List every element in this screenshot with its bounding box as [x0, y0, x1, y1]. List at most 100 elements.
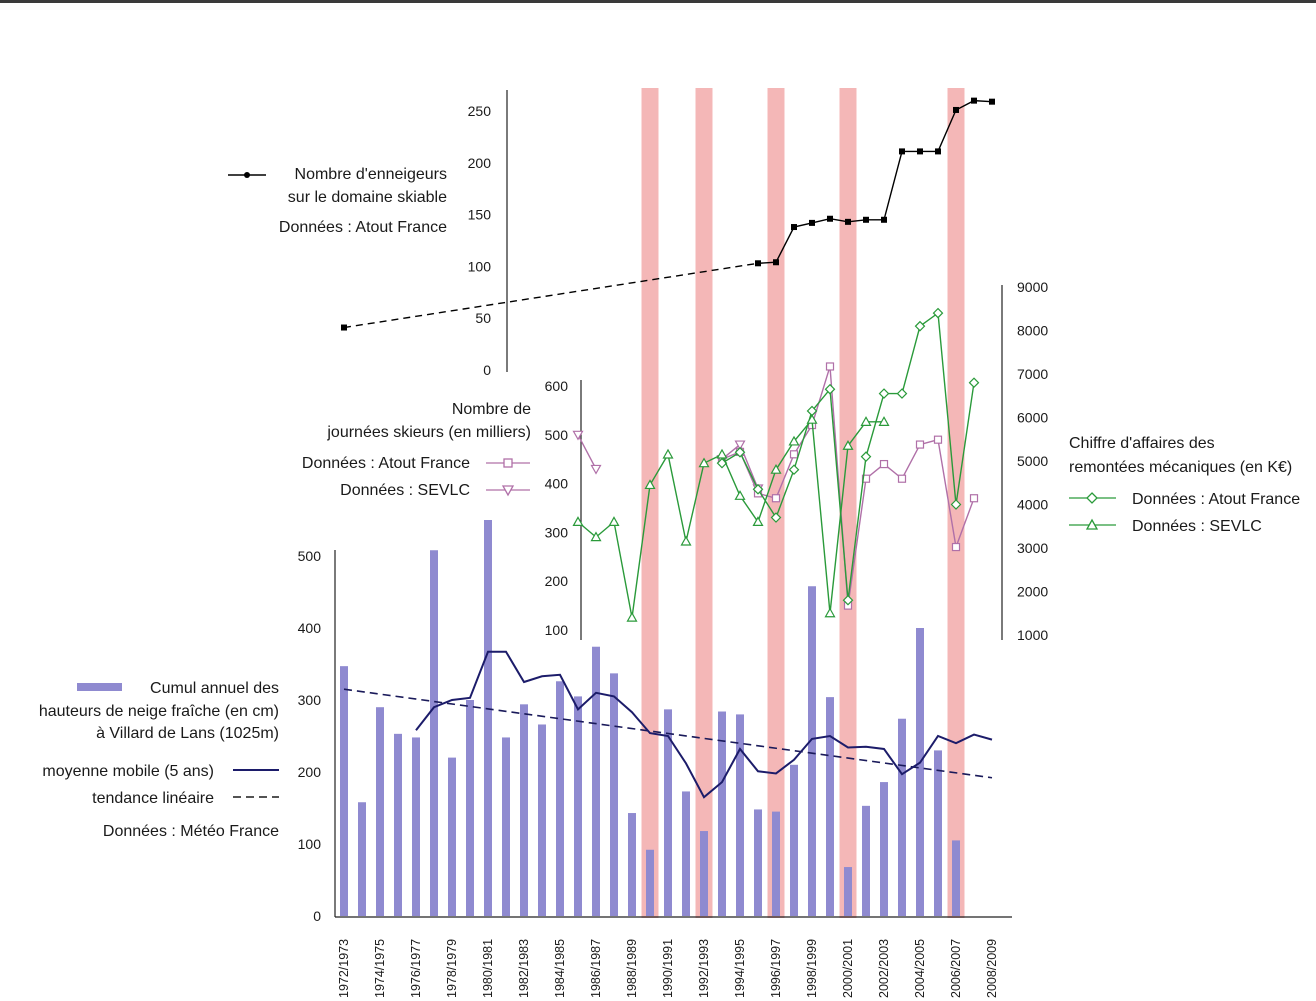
- snow-bar-2005-2006: [934, 750, 942, 916]
- x-tick-1982-1983: 1982/1983: [517, 939, 531, 998]
- revenue-sevlc-point-1993-1994: [716, 448, 728, 459]
- revenue-y-tick-1000: 1000: [1017, 627, 1048, 643]
- snow-bar-1975-1976: [394, 733, 402, 916]
- skier-days-atout-point-2005-2006: [933, 435, 943, 444]
- revenue-sevlc-label: Données : SEVLC: [1132, 518, 1262, 535]
- snowmakers-point-2005-2006: [935, 148, 941, 155]
- skier-days-legend-line2: journées skieurs (en milliers): [326, 424, 531, 441]
- snowmakers-point-2008-2009: [989, 98, 995, 105]
- snowmakers-point-1997-1998: [791, 224, 797, 231]
- skier-days-axis: 100 200 300 400 500 600: [545, 378, 582, 640]
- snowmakers-source: Données : Atout France: [279, 219, 447, 236]
- revenue-sevlc-point-2001-2002: [860, 416, 872, 426]
- snowmakers-point-1972-1973: [341, 324, 347, 331]
- snowmakers-y-tick-250: 250: [468, 103, 492, 119]
- x-tick-1972-1973: 1972/1973: [337, 939, 351, 998]
- snowmakers-axis: 0 50 100 150 200 250: [468, 90, 508, 378]
- x-tick-2008-2009: 2008/2009: [985, 939, 999, 998]
- revenue-sevlc-point-1998-1999: [806, 413, 818, 424]
- skier-days-y-tick-400: 400: [545, 476, 569, 492]
- revenue-atout-point-2001-2002: [860, 451, 872, 462]
- snowmakers-y-tick-150: 150: [468, 207, 492, 223]
- snow-bar-1986-1987: [592, 646, 600, 916]
- snow-legend-swatch: [77, 683, 122, 691]
- snowmakers-point-2006-2007: [953, 106, 959, 113]
- snowmakers-legend-line2: sur le domaine skiable: [288, 189, 447, 206]
- snow-bar-2004-2005: [916, 628, 924, 916]
- x-tick-1974-1975: 1974/1975: [373, 939, 387, 998]
- snow-bar-1974-1975: [376, 707, 384, 916]
- skier-days-atout-point-2004-2005: [915, 440, 925, 449]
- revenue-sevlc-point-1991-1992: [680, 535, 692, 546]
- skier-days-legend: Nombre de journées skieurs (en milliers)…: [302, 401, 531, 499]
- revenue-sevlc-point-1989-1990: [644, 479, 656, 490]
- revenue-legend: Chiffre d'affaires des remontées mécaniq…: [1069, 435, 1300, 535]
- snow-bar-1972-1973: [340, 666, 348, 916]
- snow-y-tick-200: 200: [298, 764, 322, 780]
- revenue-sevlc-point-1985-1986: [572, 516, 584, 527]
- skier-days-sevlc-point-1985-1986: [572, 430, 584, 441]
- skier-days-y-tick-300: 300: [545, 524, 569, 540]
- revenue-sevlc-point-1990-1991: [662, 448, 674, 459]
- snow-bar-1980-1981: [484, 520, 492, 916]
- revenue-sevlc-point-1986-1987: [590, 531, 602, 542]
- x-tick-1992-1993: 1992/1993: [697, 939, 711, 998]
- revenue-atout-point-1999-2000: [824, 383, 836, 395]
- snow-bar-1995-1996: [754, 809, 762, 916]
- snow-bar-1993-1994: [718, 711, 726, 916]
- trend-line: [343, 688, 993, 779]
- revenue-sevlc-point-1988-1989: [626, 611, 638, 622]
- x-tick-1976-1977: 1976/1977: [409, 939, 423, 998]
- snowmakers-point-1999-2000: [827, 215, 833, 222]
- snow-y-tick-400: 400: [298, 620, 322, 636]
- trend-label: tendance linéaire: [92, 790, 214, 807]
- highlight-band-1996-1997: [767, 88, 785, 918]
- revenue-sevlc-point-2000-2001: [842, 440, 854, 450]
- revenue-sevlc-point-2002-2003: [878, 416, 890, 426]
- x-tick-2000-2001: 2000/2001: [841, 939, 855, 998]
- skier-days-atout-point-2007-2008: [969, 494, 979, 503]
- snow-bar-1988-1989: [628, 813, 636, 916]
- snow-bar-2003-2004: [898, 718, 906, 916]
- snowmakers-interpolated-line: [343, 262, 759, 329]
- snow-axis: 0 100 200 300 400 500: [298, 548, 1012, 924]
- snow-bar-1984-1985: [556, 681, 564, 916]
- top-border: [0, 0, 1316, 3]
- snowmakers-y-tick-0: 0: [483, 362, 491, 378]
- skier-days-y-tick-600: 600: [545, 378, 569, 394]
- revenue-y-tick-7000: 7000: [1017, 366, 1048, 382]
- revenue-legend-line2: remontées mécaniques (en K€): [1069, 459, 1292, 476]
- revenue-y-tick-8000: 8000: [1017, 323, 1048, 339]
- snow-moving-average-line: [415, 650, 993, 799]
- revenue-y-tick-3000: 3000: [1017, 540, 1048, 556]
- revenue-atout-label: Données : Atout France: [1132, 491, 1300, 508]
- x-tick-2004-2005: 2004/2005: [913, 939, 927, 998]
- revenue-atout-point-2007-2008: [968, 377, 980, 389]
- snow-bars: [340, 520, 960, 916]
- skier-days-y-tick-100: 100: [545, 622, 569, 638]
- snowmakers-point-2003-2004: [899, 148, 905, 155]
- snow-legend-line3: à Villard de Lans (1025m): [96, 725, 279, 742]
- skier-days-legend-line1: Nombre de: [452, 401, 531, 418]
- revenue-sevlc-point-1994-1995: [734, 490, 746, 500]
- revenue-axis: 1000 2000 3000 4000 5000 6000 7000 8000 9000: [1001, 279, 1048, 643]
- snow-bar-2002-2003: [880, 782, 888, 916]
- skier-days-sevlc-line-0: [577, 434, 597, 470]
- snow-legend: Cumul annuel des hauteurs de neige fraîc…: [39, 680, 279, 840]
- moving-average-polyline: [415, 650, 993, 799]
- snow-source: Données : Météo France: [103, 823, 279, 840]
- highlight-bands: [641, 88, 965, 918]
- revenue-y-tick-6000: 6000: [1017, 410, 1048, 426]
- snow-y-tick-0: 0: [313, 908, 321, 924]
- snow-bar-1973-1974: [358, 802, 366, 916]
- snowmakers-y-tick-200: 200: [468, 155, 492, 171]
- snow-bar-2006-2007: [952, 840, 960, 916]
- year-labels: 1972/1973 1974/1975 1976/1977 1978/1979 1980…: [337, 939, 999, 998]
- skier-days-sevlc-point-1986-1987: [590, 464, 602, 475]
- snow-trend-line: [343, 688, 993, 779]
- snow-bar-1976-1977: [412, 737, 420, 916]
- snow-bar-2000-2001: [844, 867, 852, 916]
- x-tick-1998-1999: 1998/1999: [805, 939, 819, 998]
- snowmakers-point-1998-1999: [809, 219, 815, 226]
- revenue-sevlc-point-1997-1998: [788, 435, 800, 446]
